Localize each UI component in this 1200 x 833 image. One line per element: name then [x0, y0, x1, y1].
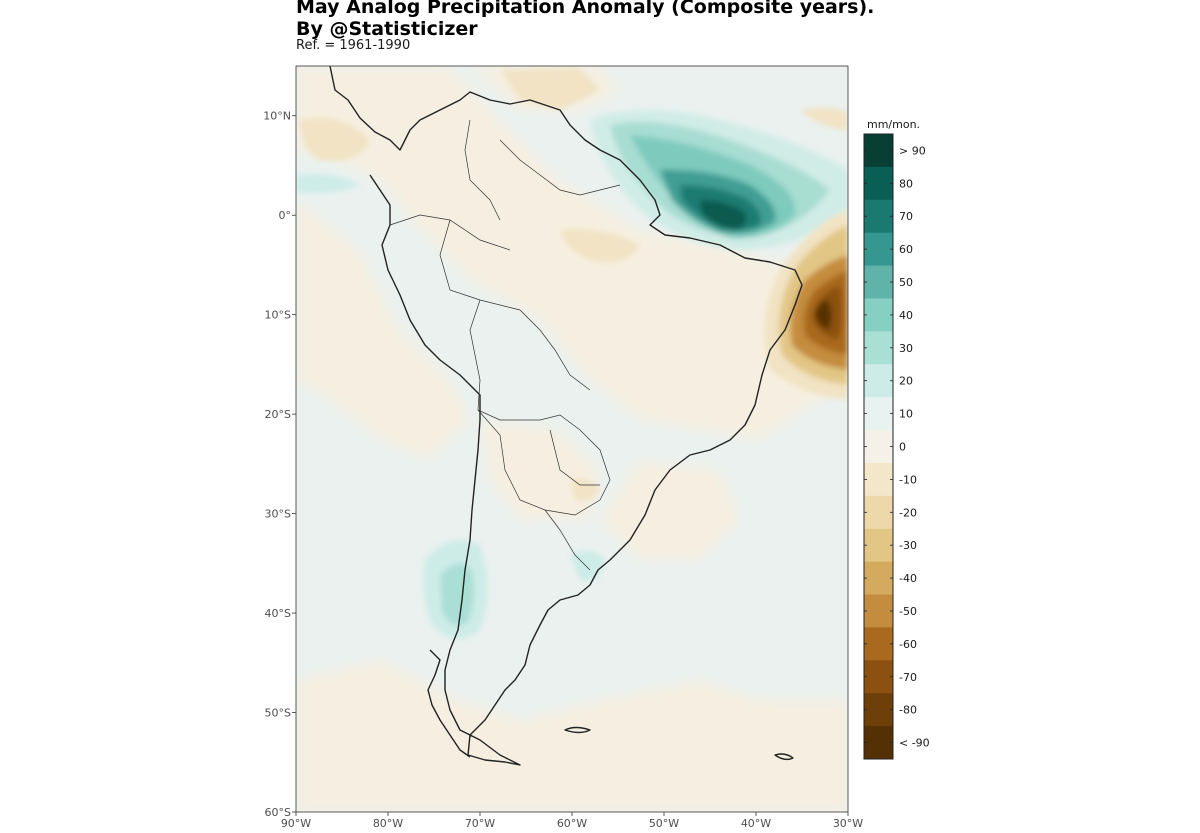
legend-swatch — [864, 594, 893, 628]
map-panel — [295, 65, 849, 813]
legend-swatch — [864, 430, 893, 464]
legend-swatch — [864, 397, 893, 431]
legend-label: 30 — [899, 342, 913, 355]
anomaly-field — [296, 66, 848, 812]
legend-label: -50 — [899, 605, 917, 618]
legend-label: -60 — [899, 638, 917, 651]
legend-swatch — [864, 693, 893, 727]
legend-label: -20 — [899, 506, 917, 519]
lat-tick-label: 0° — [279, 209, 292, 222]
legend-label: 20 — [899, 375, 913, 388]
legend-swatch — [864, 364, 893, 398]
legend-swatch — [864, 134, 893, 168]
lat-tick-label: 40°S — [265, 607, 291, 620]
legend-label: 0 — [899, 441, 906, 454]
lat-tick-label: 30°S — [265, 508, 291, 521]
title-line-2: By @Statisticizer — [296, 18, 478, 40]
legend-swatch — [864, 265, 893, 299]
legend-swatch — [864, 726, 893, 760]
legend-label: < -90 — [899, 737, 930, 750]
legend-swatch — [864, 462, 893, 497]
lon-tick-label: 80°W — [373, 817, 403, 830]
legend-label: -70 — [899, 671, 917, 684]
country-borders — [389, 119, 621, 571]
title-line-1: May Analog Precipitation Anomaly (Compos… — [296, 0, 875, 18]
wet-anomaly-areas — [296, 110, 848, 639]
legend-label: 50 — [899, 276, 913, 289]
lat-tick-label: 50°S — [265, 707, 291, 720]
legend-swatch — [864, 331, 893, 365]
map-title: May Analog Precipitation Anomaly (Compos… — [296, 0, 874, 40]
lon-tick-label: 50°W — [649, 817, 679, 830]
lon-tick-label: 40°W — [741, 817, 771, 830]
legend-swatch — [864, 199, 893, 234]
map-subtitle: Ref. = 1961-1990 — [296, 38, 411, 53]
legend: mm/mon. > 90 80 70 60 50 40 30 20 10 0 -10 -20 -30 -4… — [863, 118, 930, 760]
legend-swatch — [864, 298, 893, 332]
legend-label: 60 — [899, 243, 913, 256]
legend-label: 40 — [899, 309, 913, 322]
legend-title: mm/mon. — [867, 118, 920, 131]
legend-label: -80 — [899, 704, 917, 717]
legend-swatch — [864, 660, 893, 694]
legend-label: 80 — [899, 177, 913, 190]
legend-swatch — [864, 495, 893, 530]
lon-tick-label: 70°W — [465, 817, 495, 830]
legend-label: 70 — [899, 210, 913, 223]
legend-swatch — [864, 528, 893, 563]
lon-tick-label: 90°W — [281, 817, 311, 830]
legend-colorbar: > 90 80 70 60 50 40 30 20 10 0 -10 -20 -30 -40 -50 -60 -… — [863, 133, 930, 760]
legend-label: -40 — [899, 572, 917, 585]
brazil-dry-core — [764, 210, 848, 400]
coastline — [329, 66, 803, 766]
legend-label: > 90 — [899, 144, 926, 157]
lat-tick-label: 10°N — [263, 110, 291, 123]
legend-label: -30 — [899, 539, 917, 552]
legend-label: -10 — [899, 473, 917, 486]
legend-label: 10 — [899, 408, 913, 421]
legend-swatch — [864, 232, 893, 267]
lat-tick-label: 60°S — [265, 806, 291, 819]
map-axes: 90°W 80°W 70°W 60°W 50°W 40°W 30°W 10°N 0° 10°S 20… — [263, 110, 863, 830]
legend-swatch — [864, 166, 893, 201]
tan-anomaly-areas — [300, 68, 848, 502]
legend-swatch — [864, 627, 893, 661]
legend-swatch — [864, 561, 893, 596]
lat-tick-label: 10°S — [265, 309, 291, 322]
lon-tick-label: 60°W — [557, 817, 587, 830]
lat-tick-label: 20°S — [265, 408, 291, 421]
lon-tick-label: 30°W — [833, 817, 863, 830]
